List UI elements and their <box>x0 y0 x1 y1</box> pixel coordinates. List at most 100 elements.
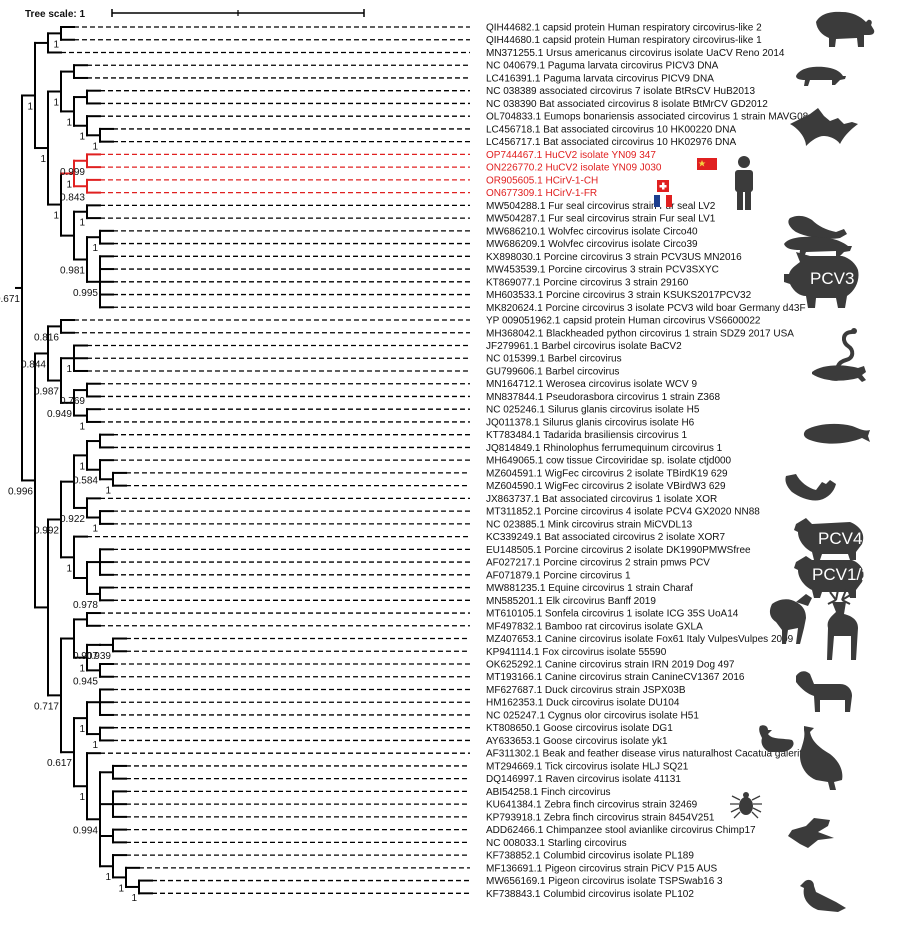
support-values: 111110.9990.8431110.9950.9811110.81610.7… <box>0 39 137 904</box>
support-value: 0.816 <box>34 332 59 343</box>
leaf-labels: QIH44682.1 capsid protein Human respirat… <box>486 23 809 900</box>
leaf-label: NC 040679.1 Paguma larvata circovirus PI… <box>486 61 719 72</box>
leaf-label: ON226770.2 HuCV2 isolate YN09 J030 <box>486 163 662 174</box>
support-value: 1 <box>53 39 59 50</box>
tree-branches <box>15 26 153 895</box>
leaf-connectors <box>61 26 470 894</box>
leaf-label: OL704833.1 Eumops bonariensis associated… <box>486 112 809 123</box>
duck-icon <box>759 725 794 752</box>
support-value: 1 <box>92 740 98 751</box>
leaf-label: NC 025246.1 Silurus glanis circovirus is… <box>486 405 700 416</box>
leaf-label: AF311302.1 Beak and feather disease viru… <box>486 749 808 760</box>
support-value: 0.769 <box>60 396 85 407</box>
leaf-label: MN164712.1 Werosea circovirus isolate WC… <box>486 379 697 390</box>
goose-icon <box>800 726 843 790</box>
support-value: 0.617 <box>47 758 72 769</box>
support-value: 0.996 <box>8 486 33 497</box>
leaf-label: OR905605.1 HCirV-1-CH <box>486 175 598 186</box>
leaf-label: KF738852.1 Columbid circovirus isolate P… <box>486 851 694 862</box>
leaf-label: YP 009051962.1 capsid protein Human circ… <box>486 316 761 327</box>
support-value: 0.995 <box>73 288 98 299</box>
support-value: 1 <box>105 485 111 496</box>
support-value: 0.584 <box>73 476 98 487</box>
support-value: 1 <box>92 243 98 254</box>
tree-scale-label: Tree scale: 1 <box>25 9 85 20</box>
leaf-label: MW504287.1 Fur seal circovirus strain Fu… <box>486 214 716 225</box>
leaf-label: MW453539.1 Porcine circovirus 3 strain P… <box>486 265 719 276</box>
leaf-label: MH649065.1 cow tissue Circoviridae sp. i… <box>486 456 732 467</box>
leaf-label: MH603533.1 Porcine circovirus 3 strain K… <box>486 290 752 301</box>
support-value: 0.999 <box>60 167 85 178</box>
support-value: 1 <box>53 211 59 222</box>
support-value: 0.671 <box>0 294 20 305</box>
leaf-label: KC339249.1 Bat associated circovirus 2 i… <box>486 532 725 543</box>
leaf-label: GU799606.1 Barbel circovirus <box>486 366 619 377</box>
support-value: 1 <box>53 97 59 108</box>
support-value: 0.844 <box>21 359 46 370</box>
support-value: 0.907 <box>73 651 98 662</box>
elk-icon <box>827 589 858 660</box>
leaf-label: MT311852.1 Porcine circovirus 4 isolate … <box>486 507 760 518</box>
support-value: 0.843 <box>60 192 85 203</box>
support-value: 0.978 <box>73 600 98 611</box>
support-value: 0.981 <box>60 266 85 277</box>
leaf-label: KF738843.1 Columbid circovirus isolate P… <box>486 889 694 900</box>
leaf-label: MZ604590.1 WigFec circovirus 2 isolate V… <box>486 481 726 492</box>
pig-icon: PCV1/2 <box>794 556 871 598</box>
leaf-label: NC 038390 Bat associated circovirus 8 is… <box>486 99 768 110</box>
support-value: 0.939 <box>86 651 111 662</box>
support-value: 1 <box>66 180 72 191</box>
leaf-label: NC 023885.1 Mink circovirus strain MiCVD… <box>486 519 693 530</box>
support-value: 1 <box>66 364 72 375</box>
horse-icon <box>769 594 812 644</box>
human-icon <box>735 156 753 210</box>
leaf-label: JQ011378.1 Silurus glanis circovirus iso… <box>486 417 695 428</box>
support-value: 0.945 <box>73 676 98 687</box>
support-value: 1 <box>118 883 124 894</box>
leaf-label: OK625292.1 Canine circovirus strain IRN … <box>486 660 735 671</box>
leaf-label: AF027217.1 Porcine circovirus 2 strain p… <box>486 558 710 569</box>
support-value: 1 <box>79 724 85 735</box>
support-value: 1 <box>27 101 33 112</box>
swiss-flag-icon <box>657 180 669 192</box>
leaf-label: KT783484.1 Tadarida brasiliensis circovi… <box>486 430 687 441</box>
leaf-label: QIH44682.1 capsid protein Human respirat… <box>486 23 762 34</box>
leaf-label: DQ146997.1 Raven circovirus isolate 4113… <box>486 774 681 785</box>
leaf-label: NC 008033.1 Starling circovirus <box>486 838 627 849</box>
support-value: 1 <box>105 872 111 883</box>
raven-icon <box>788 818 834 848</box>
support-value: 0.987 <box>34 387 59 398</box>
support-value: 1 <box>92 523 98 534</box>
support-value: 1 <box>79 792 85 803</box>
leaf-label: MN371255.1 Ursus americanus circovirus i… <box>486 48 785 59</box>
pig-label: PCV4 <box>818 529 862 548</box>
pig-label: PCV3 <box>810 269 854 288</box>
leaf-label: KX898030.1 Porcine circovirus 3 strain P… <box>486 252 742 263</box>
leaf-label: LC456718.1 Bat associated circovirus 10 … <box>486 124 736 135</box>
leaf-label: KT808650.1 Goose circovirus isolate DG1 <box>486 723 673 734</box>
leaf-label: MN585201.1 Elk circovirus Banff 2019 <box>486 596 656 607</box>
leaf-label: MT294669.1 Tick circovirus isolate HLJ S… <box>486 761 689 772</box>
leaf-label: NC 015399.1 Barbel circovirus <box>486 354 622 365</box>
support-value: 0.717 <box>34 701 59 712</box>
leaf-label: MW686210.1 Wolvfec circovirus isolate Ci… <box>486 226 698 237</box>
leaf-label: MZ407653.1 Canine circovirus isolate Fox… <box>486 634 794 645</box>
leaf-label: NC 025247.1 Cygnus olor circovirus isola… <box>486 710 699 721</box>
leaf-label: HM162353.1 Duck circovirus isolate DU104 <box>486 698 680 709</box>
leaf-label: ON677309.1 HCirV-1-FR <box>486 188 597 199</box>
tree-scale: Tree scale: 1 <box>25 9 365 20</box>
support-value: 1 <box>92 141 98 152</box>
support-value: 1 <box>79 132 85 143</box>
tick-icon <box>730 792 762 819</box>
leaf-label: MZ604591.1 WigFec circovirus 2 isolate T… <box>486 468 728 479</box>
leaf-label: KT869077.1 Porcine circovirus 3 strain 2… <box>486 277 689 288</box>
support-value: 0.922 <box>60 514 85 525</box>
bat-icon <box>790 108 858 146</box>
dog-icon <box>796 671 852 712</box>
leaf-label: NC 038389 associated circovirus 7 isolat… <box>486 86 755 97</box>
france-flag-icon <box>654 195 672 207</box>
support-value: 1 <box>79 461 85 472</box>
leaf-label: JX863737.1 Bat associated circovirus 1 i… <box>486 494 717 505</box>
leaf-label: MH368042.1 Blackheaded python circovirus… <box>486 328 794 339</box>
